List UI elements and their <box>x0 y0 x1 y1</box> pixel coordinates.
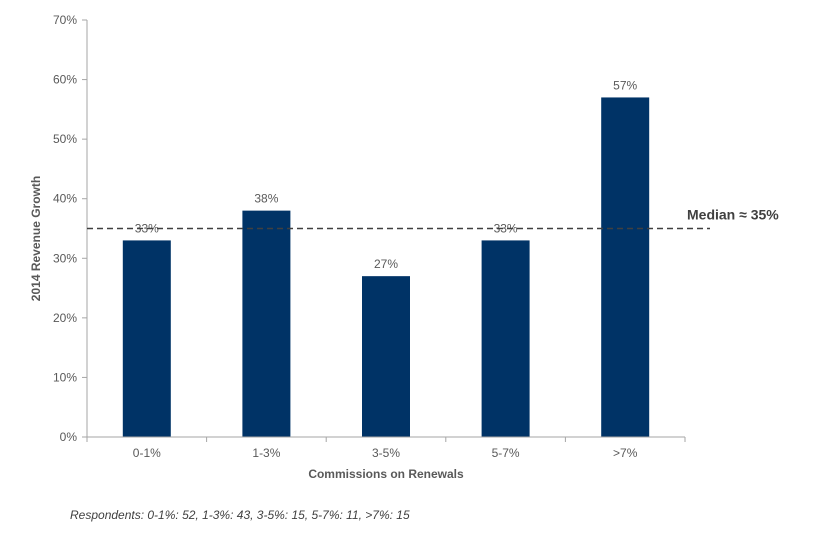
bar <box>242 210 291 437</box>
y-axis-title: 2014 Revenue Growth <box>29 176 43 301</box>
bar <box>122 240 171 437</box>
y-tick-label: 20% <box>53 311 77 325</box>
bars <box>122 97 650 437</box>
x-tick-label: 0-1% <box>133 446 161 460</box>
bar-data-label: 33% <box>494 221 518 235</box>
bar <box>481 240 530 437</box>
y-tick-label: 60% <box>53 73 77 87</box>
y-tick-label: 40% <box>53 192 77 206</box>
x-tick-label: >7% <box>613 446 638 460</box>
x-axis-ticks: 0-1% 1-3% 3-5% 5-7% >7% <box>86 437 686 460</box>
y-axis-ticks: 0% 10% 20% 30% 40% 50% 60% 70% <box>53 13 87 444</box>
bar-data-label: 57% <box>613 78 637 92</box>
bar-data-label: 38% <box>254 192 278 206</box>
x-tick-label: 5-7% <box>492 446 520 460</box>
median-label: Median ≈ 35% <box>687 207 779 223</box>
bar <box>601 97 650 437</box>
x-tick-label: 1-3% <box>252 446 280 460</box>
y-tick-label: 0% <box>60 430 78 444</box>
y-tick-label: 50% <box>53 132 77 146</box>
y-tick-label: 30% <box>53 251 77 265</box>
y-tick-label: 10% <box>53 370 77 384</box>
respondents-footnote: Respondents: 0-1%: 52, 1-3%: 43, 3-5%: 1… <box>70 508 410 522</box>
x-axis-title: Commissions on Renewals <box>308 467 464 481</box>
bar-data-label: 33% <box>135 221 159 235</box>
y-tick-label: 70% <box>53 13 77 27</box>
bar <box>362 276 410 437</box>
bar-data-label: 27% <box>374 257 398 271</box>
data-labels: 33% 38% 27% 33% 57% <box>135 78 638 271</box>
x-tick-label: 3-5% <box>372 446 400 460</box>
